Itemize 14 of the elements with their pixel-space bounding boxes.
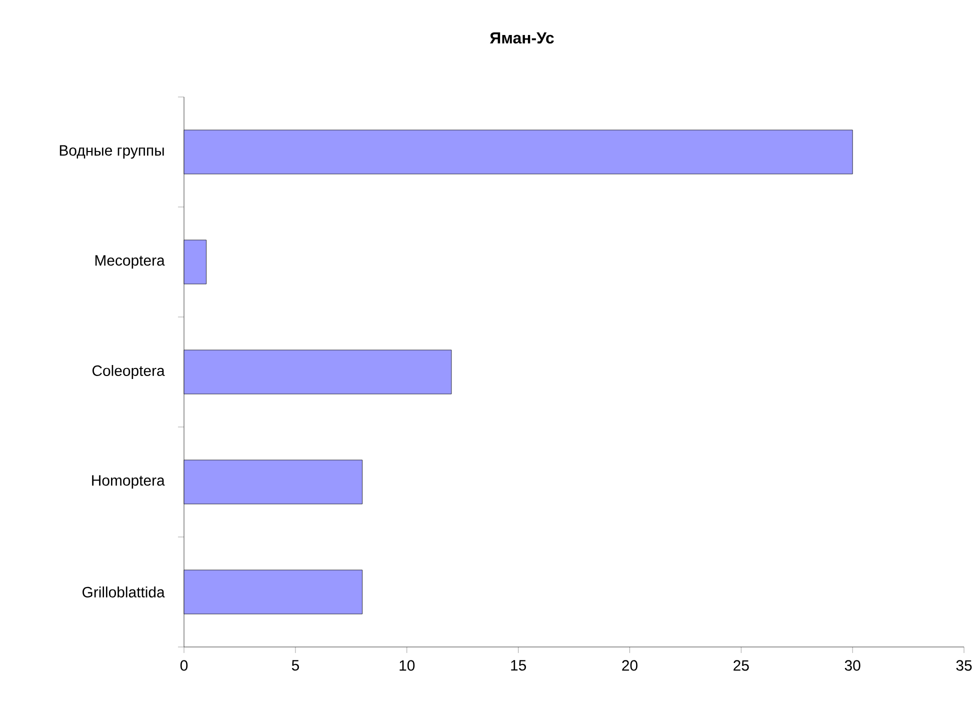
y-tick-label: Grilloblattida — [82, 586, 165, 598]
chart-title: Яман-Ус — [490, 32, 554, 44]
x-tick-label: 0 — [180, 660, 188, 671]
x-tick-label: 15 — [511, 660, 526, 671]
x-tick-label: 35 — [956, 660, 972, 671]
y-tick-label: Coleoptera — [92, 365, 165, 379]
x-tick-label: 10 — [400, 660, 415, 671]
x-tick-label: 5 — [292, 660, 299, 671]
y-tick-label: Homoptera — [92, 475, 165, 489]
x-tick-label: 30 — [844, 660, 860, 671]
y-tick-label: Водные группы — [60, 145, 164, 159]
y-tick-label: Mecoptera — [95, 255, 165, 269]
x-tick-label: 20 — [622, 660, 638, 671]
x-tick-label: 25 — [734, 660, 749, 671]
